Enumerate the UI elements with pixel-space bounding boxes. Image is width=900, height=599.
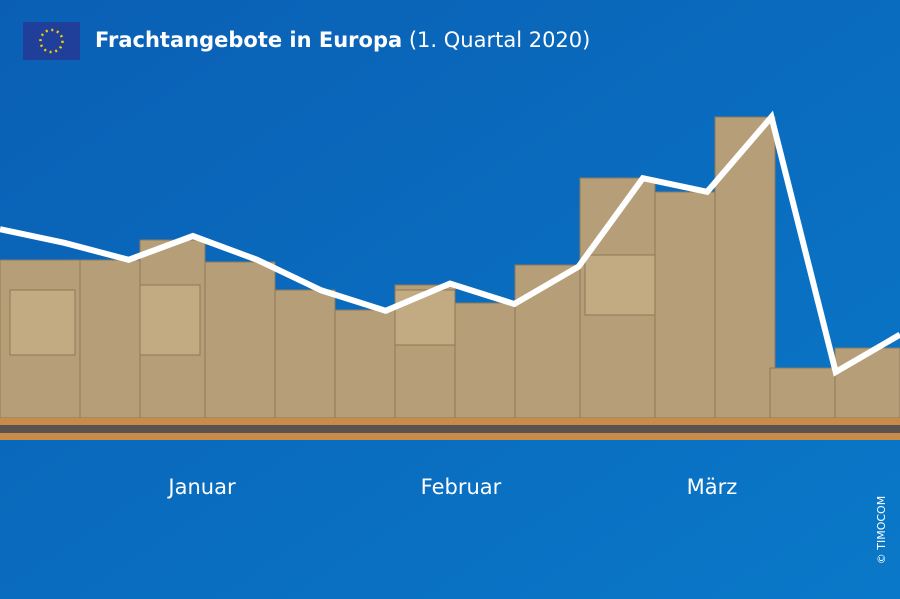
month-label: März (687, 475, 738, 499)
line (0, 110, 900, 377)
month-label: Januar (166, 475, 236, 499)
eu-flag (23, 22, 80, 60)
pallets (0, 418, 900, 440)
month-label: Februar (421, 475, 502, 499)
credit: © TIMOCOM (875, 496, 888, 564)
title: Frachtangebote in Europa (1. Quartal 202… (95, 28, 590, 52)
title-text: Frachtangebote in Europa (95, 28, 402, 52)
subtitle: (1. Quartal 2020) (409, 28, 591, 52)
